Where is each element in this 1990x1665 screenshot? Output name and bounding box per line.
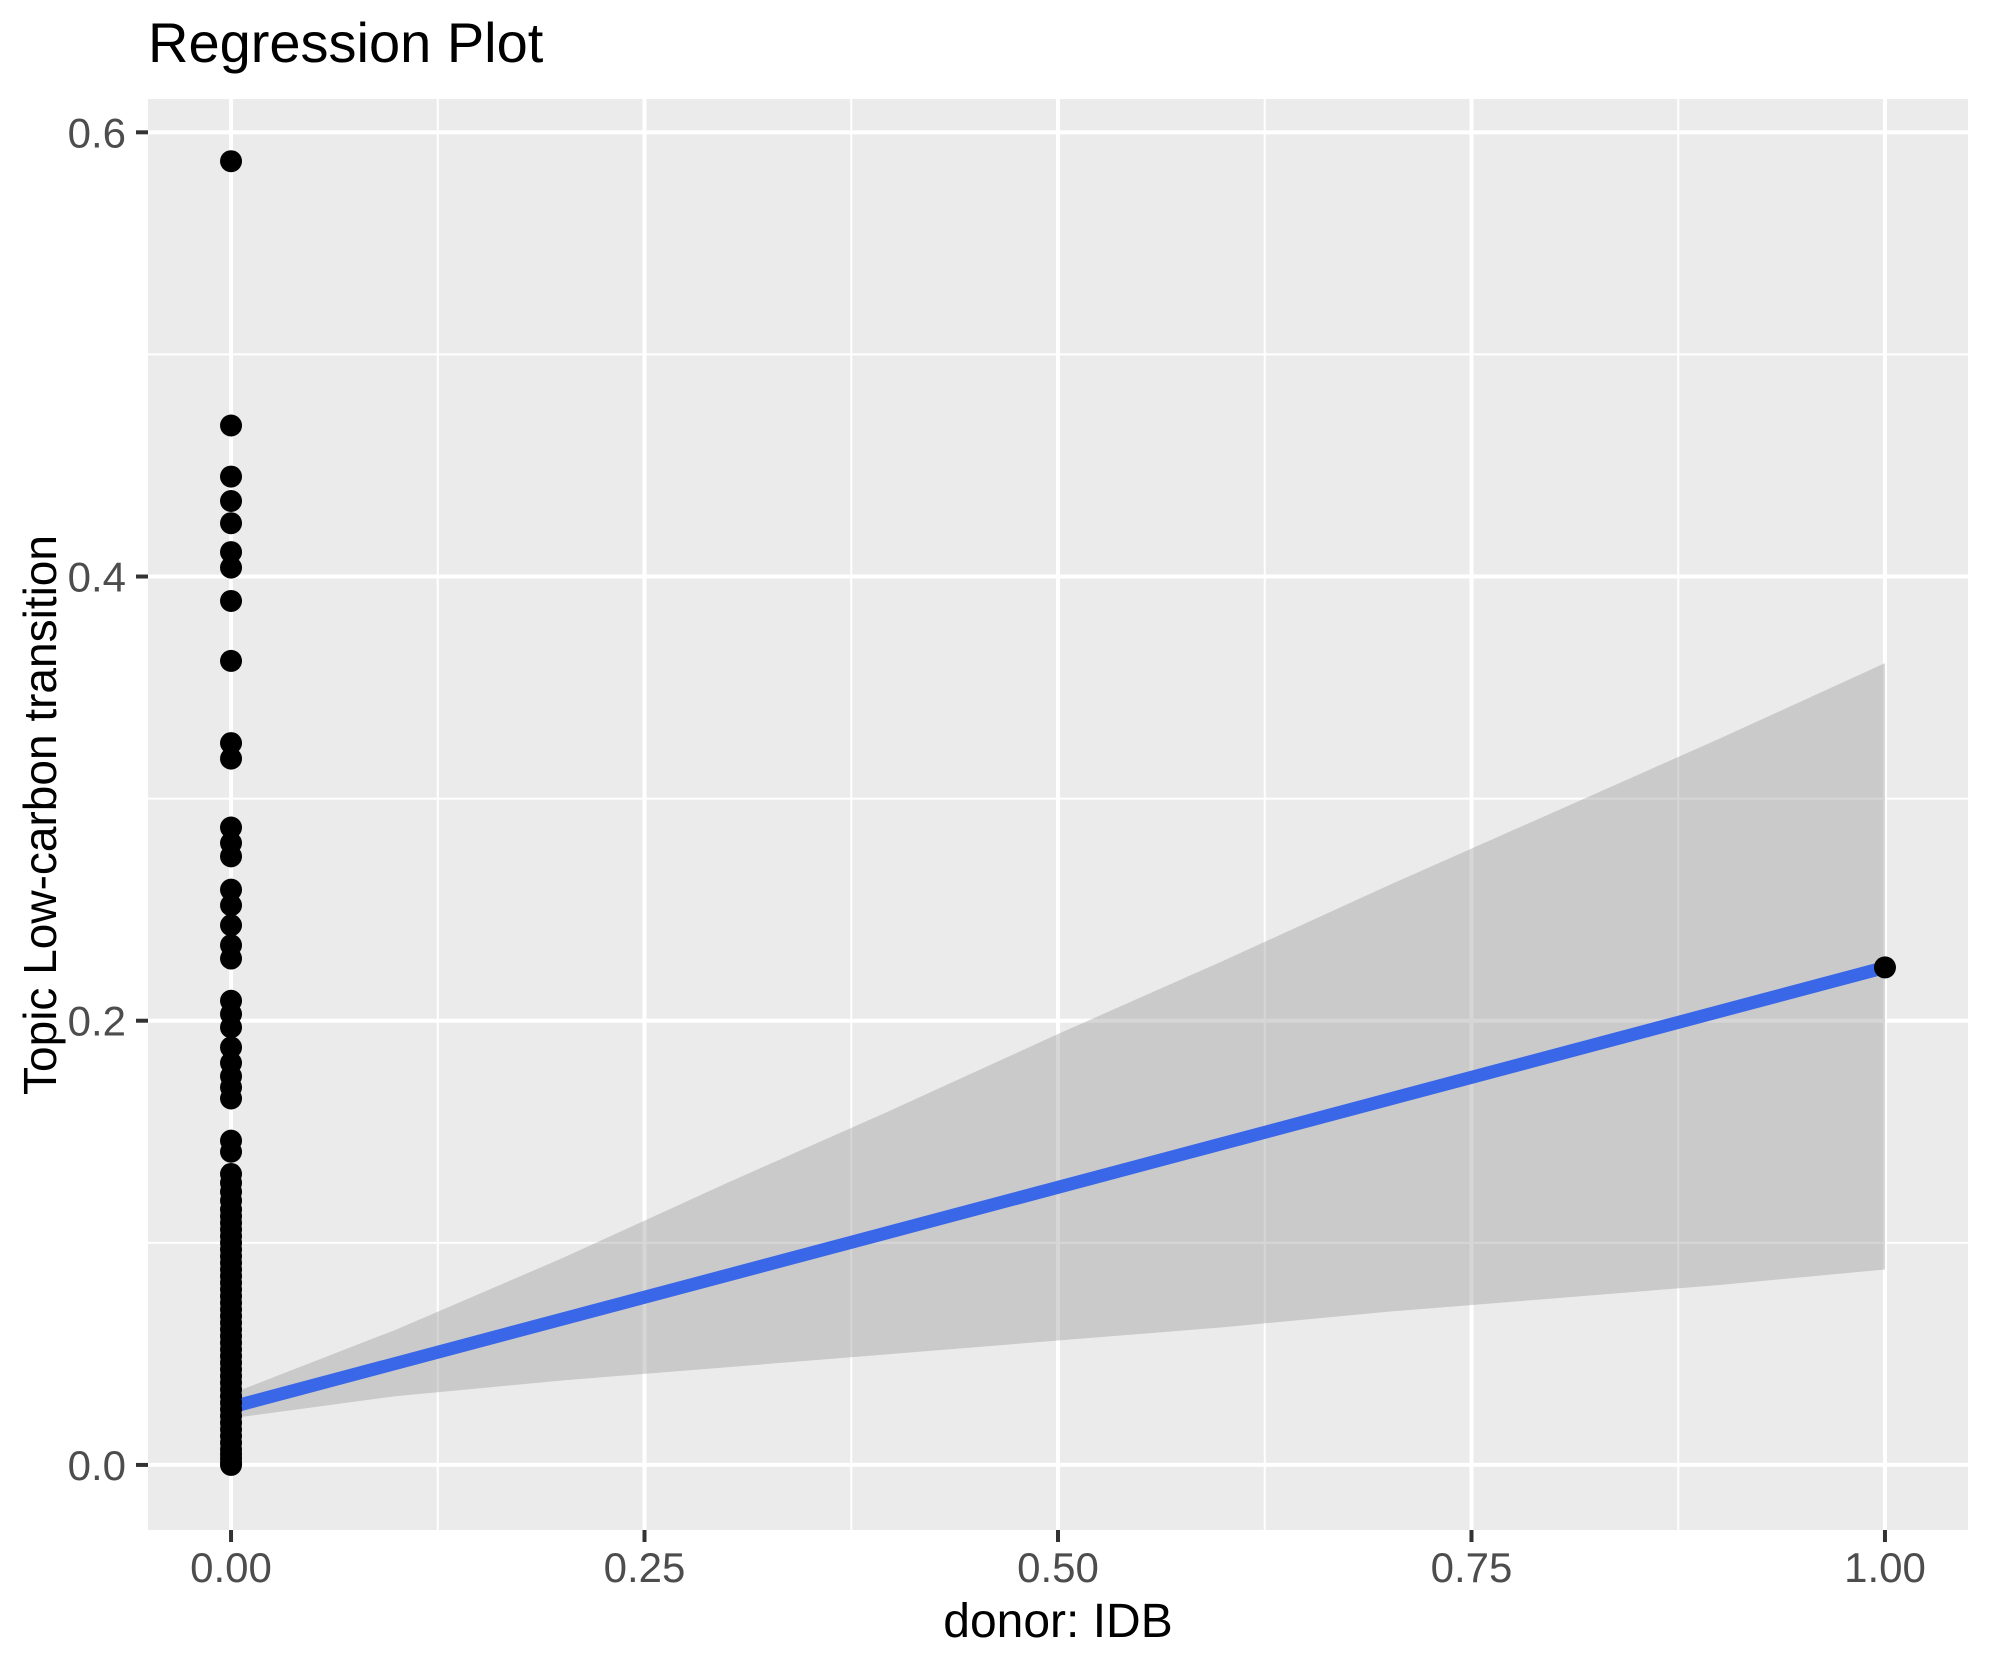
data-point xyxy=(220,649,243,672)
y-tick-label: 0.6 xyxy=(68,109,126,156)
data-point xyxy=(220,1016,243,1039)
data-point xyxy=(220,732,243,755)
x-tick-label: 0.25 xyxy=(604,1544,686,1591)
data-point xyxy=(220,589,243,612)
x-tick-label: 0.50 xyxy=(1017,1544,1099,1591)
data-point xyxy=(220,947,243,970)
data-point xyxy=(220,878,243,901)
data-point xyxy=(220,914,243,937)
plot-title: Regression Plot xyxy=(148,11,544,74)
y-axis-title: Topic Low-carbon transition xyxy=(14,535,66,1095)
data-point xyxy=(220,845,243,868)
data-point xyxy=(220,816,243,839)
data-point xyxy=(220,512,243,535)
x-tick-label: 1.00 xyxy=(1844,1544,1926,1591)
data-point xyxy=(220,1453,243,1476)
data-point xyxy=(220,541,243,564)
data-point xyxy=(220,150,243,173)
data-point xyxy=(220,490,243,513)
regression-line xyxy=(229,961,1887,1414)
data-point xyxy=(1873,956,1896,979)
confidence-band xyxy=(231,663,1885,1419)
data-point xyxy=(220,1087,243,1110)
y-tick-label: 0.2 xyxy=(68,998,126,1045)
data-point xyxy=(220,894,243,917)
data-point xyxy=(220,414,243,437)
data-point xyxy=(220,1036,243,1059)
data-point xyxy=(220,556,243,579)
x-axis-title: donor: IDB xyxy=(943,1595,1173,1648)
y-tick-label: 0.4 xyxy=(68,554,126,601)
data-point xyxy=(220,1140,243,1163)
x-tick-label: 0.75 xyxy=(1431,1544,1513,1591)
data-point xyxy=(220,747,243,770)
x-tick-label: 0.00 xyxy=(190,1544,272,1591)
data-point xyxy=(220,465,243,488)
y-tick-label: 0.0 xyxy=(68,1442,126,1489)
